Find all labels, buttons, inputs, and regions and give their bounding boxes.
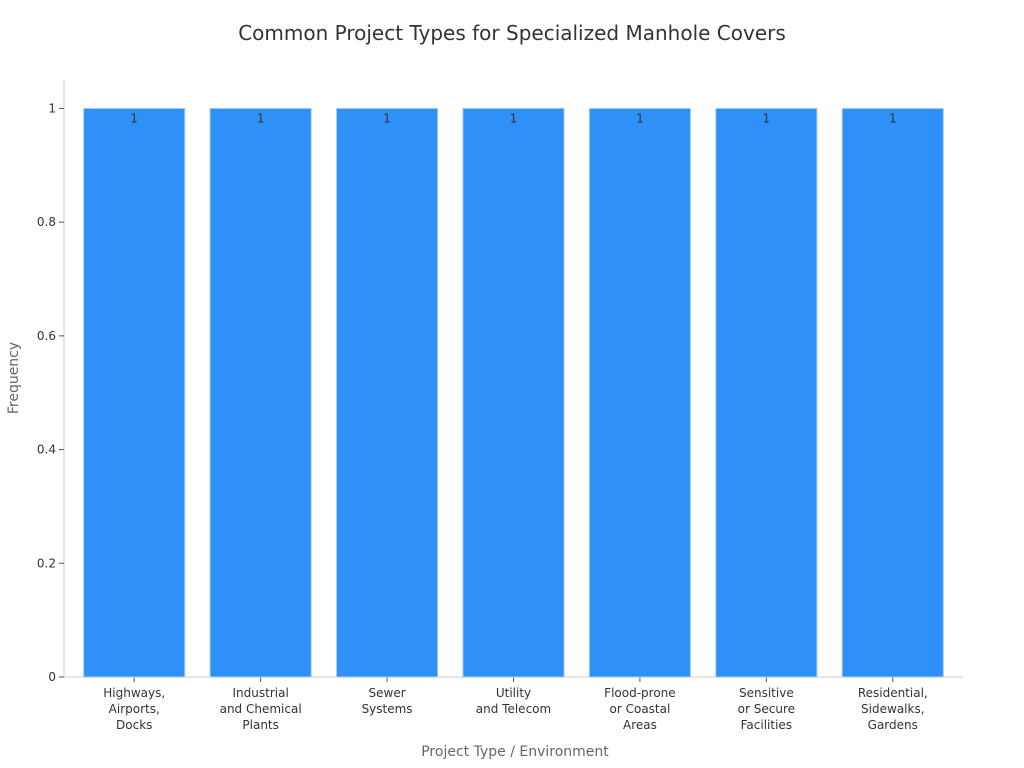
x-axis-label: Project Type / Environment (421, 744, 609, 760)
y-tick-label: 0.2 (37, 556, 56, 570)
bar (588, 107, 691, 678)
bar-value-label: 1 (889, 111, 897, 125)
x-tick-label: Utility and Telecom (476, 686, 551, 716)
bar-series (83, 107, 944, 678)
y-tick-label: 0 (48, 670, 56, 684)
y-tick-label: 0.8 (37, 215, 56, 229)
y-tick-label: 0.6 (37, 329, 56, 343)
bar (83, 107, 186, 678)
bar (841, 107, 944, 678)
bar (336, 107, 439, 678)
x-tick-label: Residential, Sidewalks, Gardens (858, 686, 928, 732)
y-axis: 0 0.2 0.4 0.6 0.8 1 (37, 80, 65, 684)
y-axis-label: Frequency (6, 342, 22, 414)
x-tick-label: Sensitive or Secure Facilities (738, 686, 795, 732)
x-tick-label: Sewer Systems (362, 686, 413, 716)
bar-value-label: 1 (383, 111, 391, 125)
y-tick-label: 0.4 (37, 443, 56, 457)
chart-title: Common Project Types for Specialized Man… (238, 21, 786, 45)
bar-value-label: 1 (130, 111, 138, 125)
y-tick-label: 1 (48, 101, 56, 115)
bar-value-label: 1 (763, 111, 771, 125)
bar (715, 107, 818, 678)
x-tick-label: Industrial and Chemical Plants (220, 686, 302, 732)
bar-value-label: 1 (636, 111, 644, 125)
data-labels: 1 1 1 1 1 1 1 (130, 111, 896, 125)
bar (462, 107, 565, 678)
bar-value-label: 1 (257, 111, 265, 125)
x-axis: Highways, Airports, Docks Industrial and Che… (64, 676, 963, 732)
bar-value-label: 1 (510, 111, 518, 125)
x-tick-label: Flood-prone or Coastal Areas (604, 686, 675, 732)
bar (209, 107, 312, 678)
x-tick-label: Highways, Airports, Docks (103, 686, 165, 732)
